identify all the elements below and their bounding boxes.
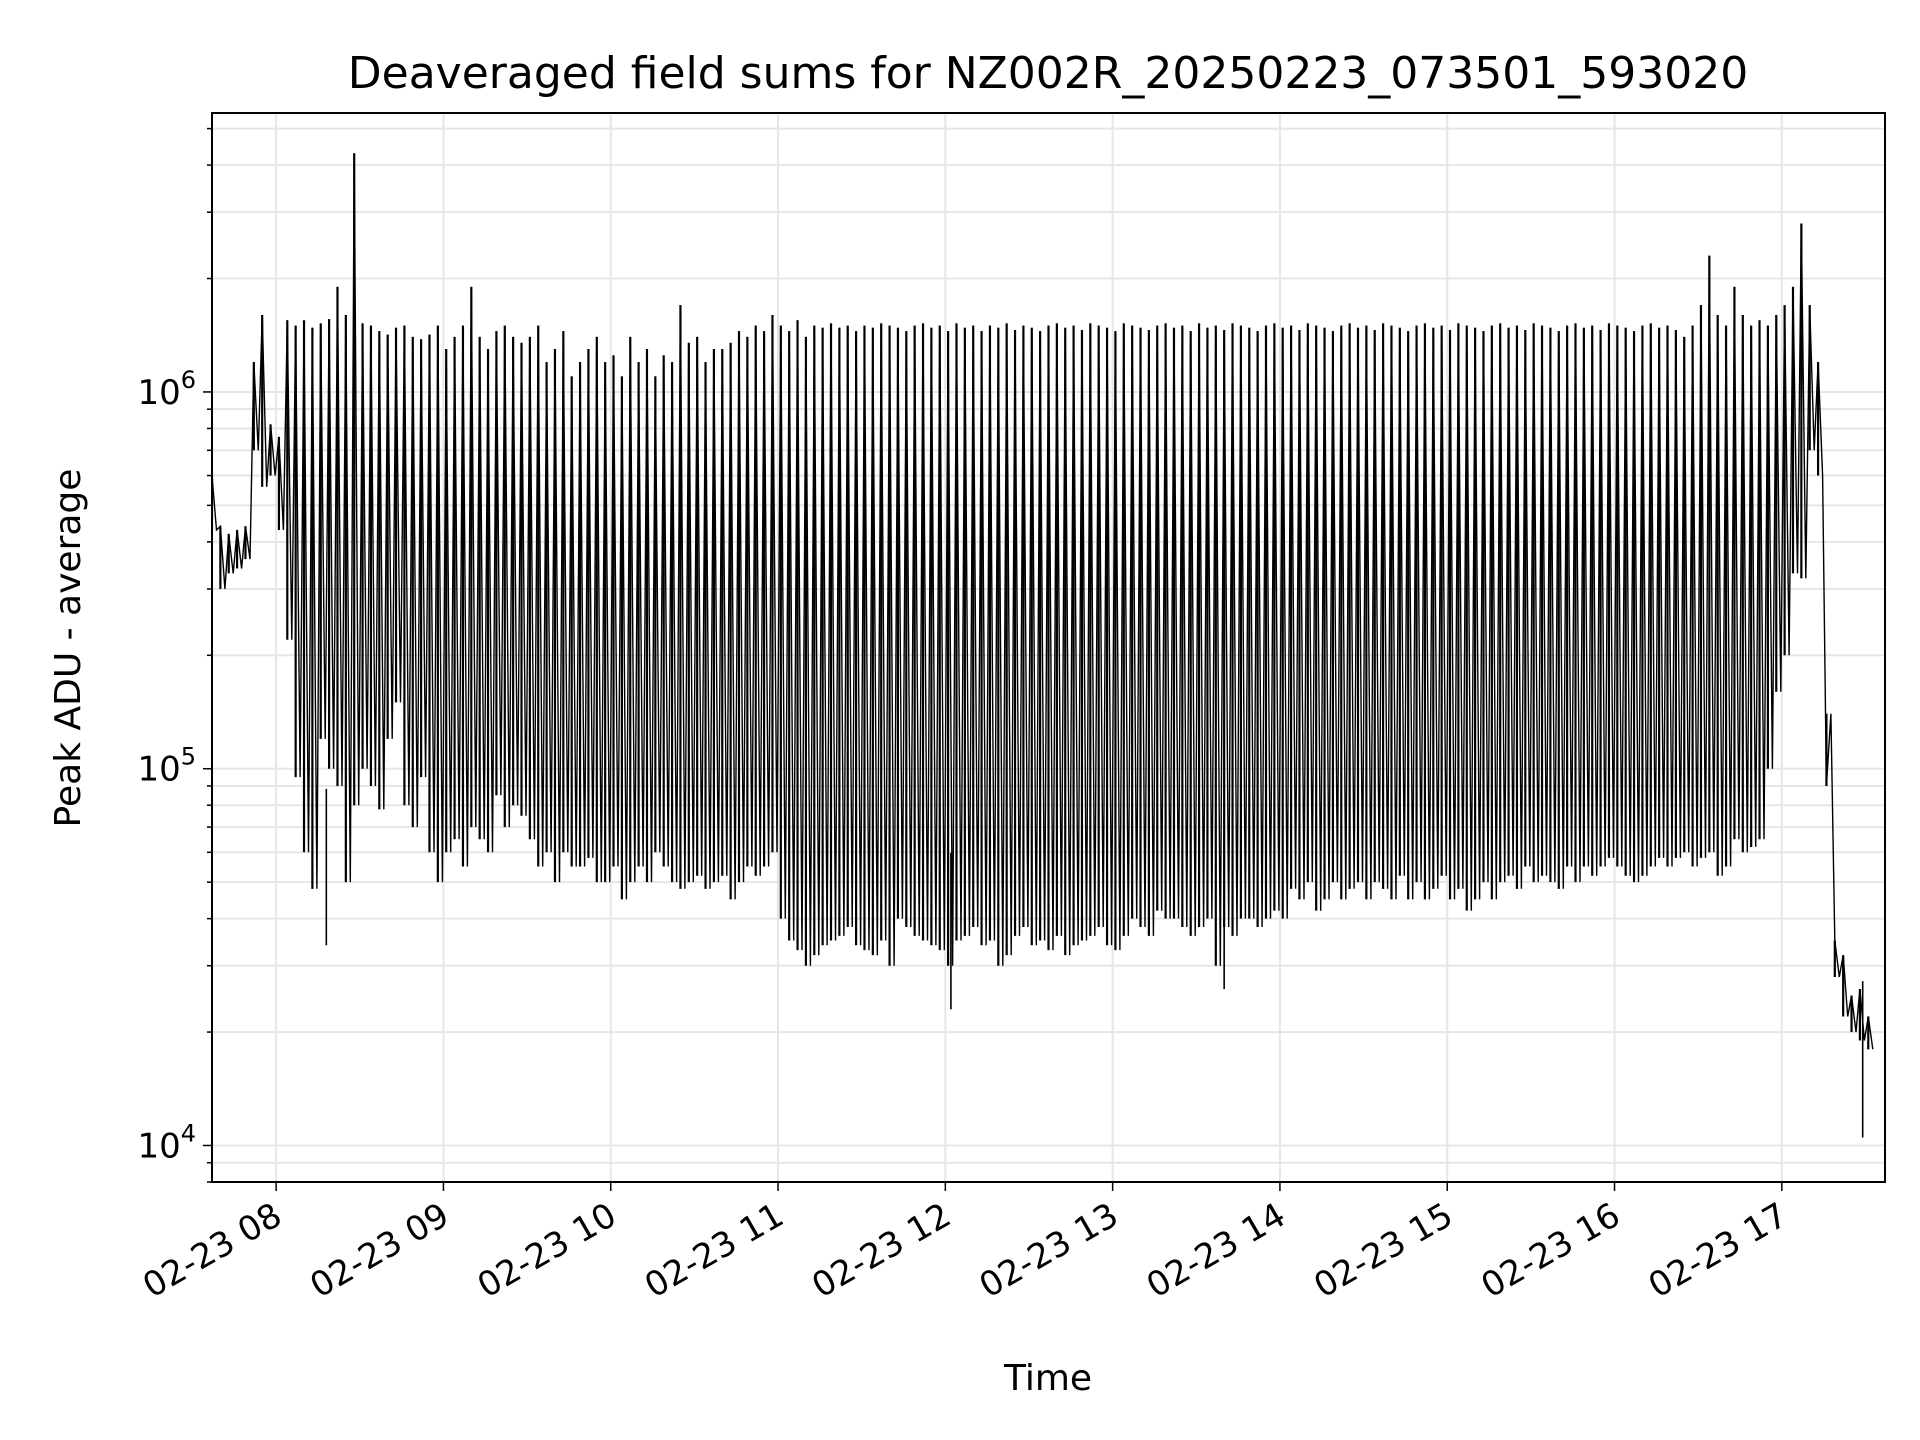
y-axis: 104 105 106 <box>137 127 212 1183</box>
y-tick-label: 106 <box>137 366 196 413</box>
y-tick-label: 104 <box>137 1119 196 1166</box>
x-axis-label: Time <box>1003 1358 1092 1399</box>
series-line <box>212 153 1874 1050</box>
y-tick-label: 105 <box>137 743 196 790</box>
data-layer <box>212 153 1874 1138</box>
plot-frame <box>211 112 1886 1183</box>
y-axis-label: Peak ADU - average <box>48 469 89 828</box>
chart-title: Deaveraged field sums for NZ002R_2025022… <box>348 48 1748 99</box>
